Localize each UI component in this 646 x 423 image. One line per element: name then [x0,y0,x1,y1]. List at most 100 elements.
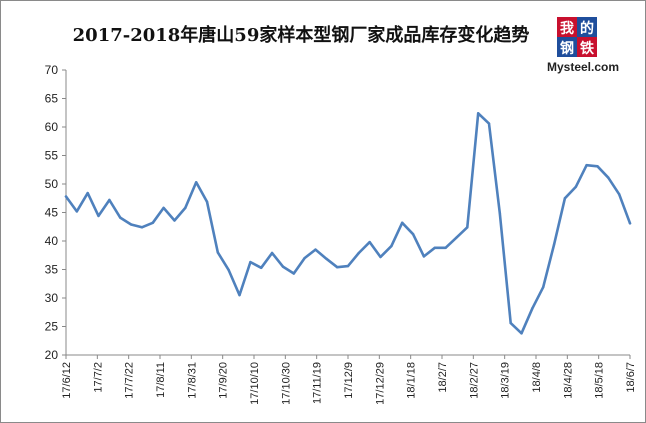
y-tick-label: 30 [45,291,59,305]
series-layer [64,112,632,335]
data-point [379,255,382,259]
logo-char-1: 我 [560,21,574,37]
data-point [401,221,404,224]
series-line-0 [64,112,632,335]
chart-axes [65,70,630,356]
logo-box-3 [557,37,577,57]
x-tick-label: 17/8/31 [186,362,198,399]
x-tick-label: 17/8/11 [155,362,167,398]
data-point [357,251,361,255]
x-tick-label: 18/4/28 [562,362,574,399]
x-tick-label: 17/6/12 [61,362,73,399]
logo-text: Mysteel.com [547,60,619,74]
y-axis-ticks: 20 25 30 35 40 45 50 55 60 65 70 [45,63,66,362]
data-point [173,219,176,222]
data-point [444,246,447,250]
logo-box-1 [557,17,577,37]
x-tick-label: 18/2/7 [437,362,449,393]
y-tick-label: 60 [45,120,59,134]
data-point [129,223,133,226]
data-point [75,210,79,213]
x-tick-label: 17/11/19 [312,362,324,404]
data-point [368,240,371,244]
y-tick-label: 50 [45,177,59,191]
y-tick-label: 65 [45,92,59,106]
data-point [162,206,165,210]
data-point [411,232,415,236]
data-point [628,222,632,225]
data-point [433,246,436,250]
y-tick-label: 45 [45,206,59,220]
y-tick-label: 20 [45,348,59,362]
data-point [270,251,274,255]
x-tick-label: 18/6/7 [625,362,637,393]
data-point [607,176,610,179]
logo-box-4 [577,37,597,57]
x-tick-label: 18/5/18 [594,362,606,399]
data-point [596,165,599,168]
data-point [422,255,426,258]
x-tick-label: 17/7/22 [124,362,136,399]
y-tick-label: 70 [45,63,59,77]
y-tick-label: 40 [45,234,59,248]
data-point [151,221,154,224]
data-point [281,265,285,268]
data-point [455,236,458,239]
y-tick-label: 55 [45,149,59,163]
logo-char-3: 钢 [560,40,574,57]
data-point [585,163,588,167]
x-tick-label: 18/4/8 [531,362,543,393]
data-point [325,257,328,260]
x-tick-label: 18/1/18 [406,362,418,399]
data-point [520,332,523,335]
data-point [574,185,577,189]
logo-char-2: 的 [580,20,594,37]
data-point [108,198,111,202]
data-point [238,293,241,297]
data-point [314,248,317,251]
data-point [227,268,230,272]
x-tick-label: 17/10/30 [280,362,292,405]
data-point [260,266,263,269]
data-point [64,195,68,198]
data-point [563,197,567,200]
data-point [194,181,198,184]
data-point [498,211,502,215]
data-point [292,272,295,275]
data-point [476,112,480,115]
y-tick-label: 35 [45,263,59,277]
x-axis-ticks: 17/6/12 17/7/2 17/7/22 17/8/11 17/8/31 17/9/2… [61,355,637,405]
data-point [303,256,306,260]
x-tick-label: 18/2/27 [468,362,480,399]
logo-box-2 [577,17,597,37]
data-point [86,191,89,195]
data-point [390,244,393,248]
x-tick-label: 17/12/9 [343,362,355,399]
data-point [97,214,100,218]
data-point [249,260,252,264]
data-point [140,226,144,229]
x-tick-label: 17/10/10 [249,362,261,405]
x-tick-label: 17/9/20 [218,362,230,399]
data-point [216,251,220,254]
logo-char-4: 铁 [580,40,594,57]
data-point [487,122,491,125]
data-point [617,193,621,196]
data-point [346,264,350,268]
data-point [531,307,534,310]
mysteel-logo: 我 的 钢 铁 Mysteel.com [547,17,619,74]
data-point [542,285,545,289]
x-tick-label: 17/7/2 [92,362,104,393]
data-point [552,243,556,246]
x-tick-label: 18/3/19 [500,362,512,399]
data-point [205,200,209,203]
data-point [335,266,339,269]
data-point [509,321,512,325]
data-point [184,206,187,210]
y-tick-label: 25 [45,320,59,334]
chart-title: 2017-2018年唐山59家样本型钢厂家成品库存变化趋势 [72,25,530,46]
x-tick-label: 17/12/29 [374,362,386,405]
data-point [466,226,469,229]
